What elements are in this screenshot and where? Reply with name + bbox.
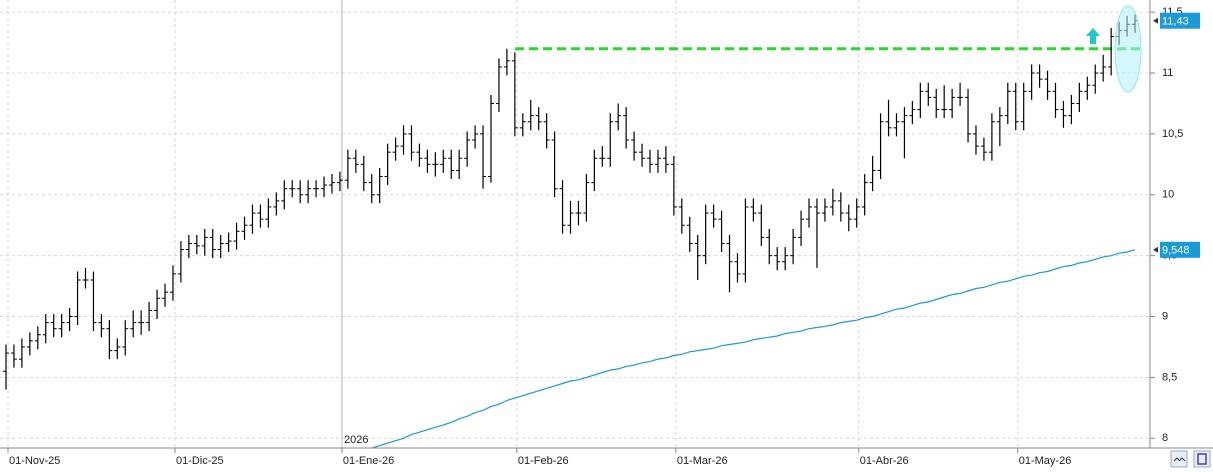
y-tick-label: 10,5 (1162, 128, 1183, 140)
y-tick-label: 8,5 (1162, 371, 1177, 383)
year-label: 2026 (344, 434, 368, 446)
x-tick-label: 01-Abr-26 (860, 455, 909, 467)
moving-average (370, 249, 1136, 448)
y-tick-label: 11 (1162, 67, 1173, 79)
up-arrow (1086, 28, 1100, 44)
y-tick-label: 10 (1162, 189, 1174, 201)
last-value-pointer (1153, 246, 1158, 253)
x-tick-label: 01-Ene-26 (343, 455, 394, 467)
y-tick-label: 9 (1162, 310, 1168, 322)
x-tick-label: 01-Dic-25 (176, 455, 224, 467)
save-icon (1197, 453, 1207, 465)
x-tick-label: 01-Feb-26 (518, 455, 569, 467)
x-tick-label: 01-Nov-25 (9, 455, 60, 467)
grid (0, 0, 1155, 453)
last-value-box (1160, 241, 1200, 258)
labels: 88,599,51010,51111,501-Nov-2501-Dic-2501… (9, 6, 1200, 467)
last-value-label: 9,548 (1162, 245, 1190, 257)
scroll-icon (1173, 457, 1186, 462)
last-value-label: 11,43 (1162, 16, 1189, 28)
y-tick-label: 11,5 (1162, 6, 1183, 18)
last-value-pointer (1153, 17, 1158, 24)
scroll-button[interactable] (1170, 450, 1188, 468)
x-tick-label: 01-May-26 (1019, 455, 1072, 467)
highlight-ellipse (1114, 5, 1142, 93)
last-value-box (1160, 12, 1200, 29)
x-tick-label: 01-Mar-26 (677, 455, 728, 467)
y-tick-label: 8 (1162, 432, 1168, 444)
